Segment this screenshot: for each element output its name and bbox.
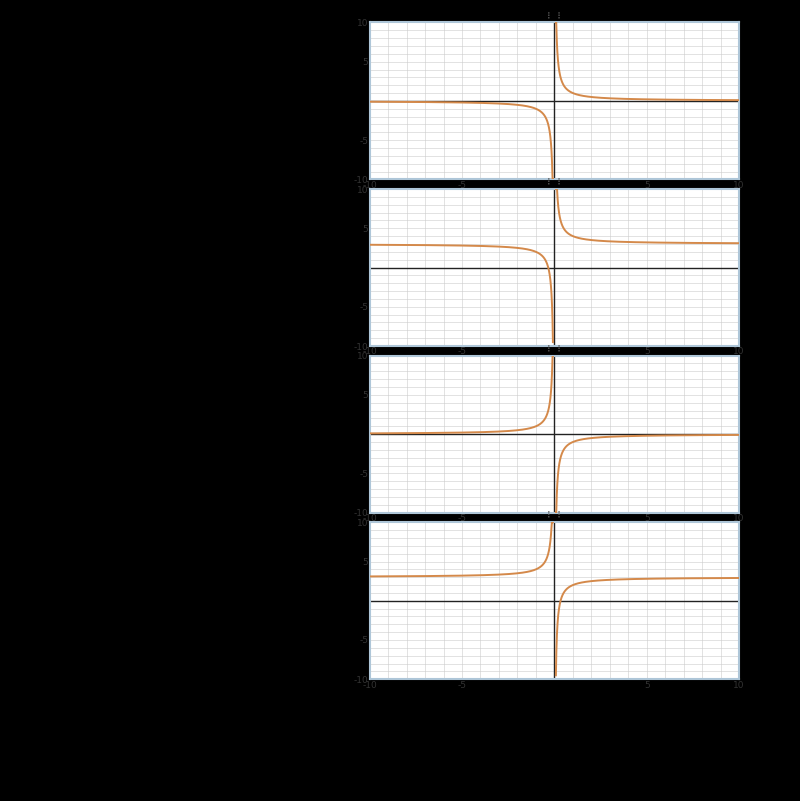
Text: ⋮ ⋮: ⋮ ⋮: [546, 178, 563, 187]
Text: ⋮ ⋮: ⋮ ⋮: [546, 344, 563, 353]
Text: ⋮ ⋮: ⋮ ⋮: [546, 11, 563, 20]
Text: ⋮ ⋮: ⋮ ⋮: [546, 511, 563, 520]
